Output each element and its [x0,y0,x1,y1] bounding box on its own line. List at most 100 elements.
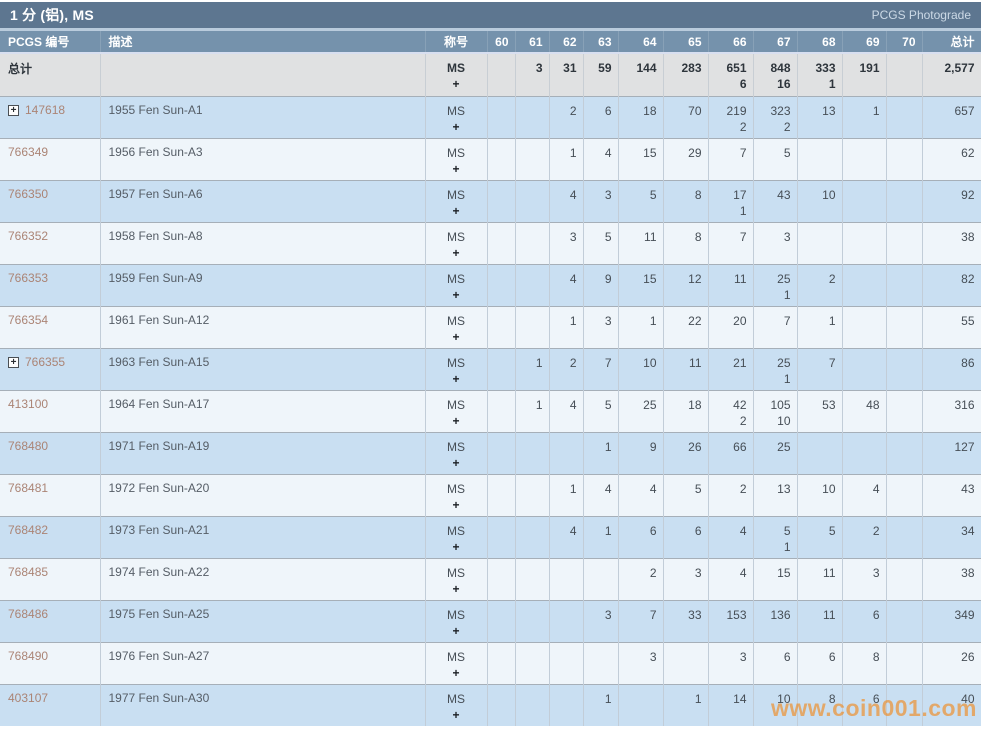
pcgs-number-link[interactable]: 768485 [8,564,49,579]
grade-count-cell: 25 [618,389,664,432]
grade-count-cell: 48 [842,389,887,432]
pcgs-number-cell: +766355 [0,347,101,390]
pcgs-number-link[interactable]: 147618 [25,102,66,117]
row-total-cell: 82 [922,263,981,306]
grade-ms-count: 4 [569,187,577,202]
grade-count-cell: 333 1 [797,52,843,96]
grade-count-cell: 4 [583,473,619,516]
grade-ms-count: 6 [694,523,702,538]
pcgs-number-link[interactable]: 413100 [8,396,49,411]
grade-ms-count [893,355,916,371]
table-header-row: PCGS 编号 描述 称号 60 61 62 63 64 65 66 67 68… [0,31,981,53]
grade-ms-count [494,397,509,413]
grade-plus-count: 2 [739,413,747,428]
grade-plus-count: 10 [777,413,791,428]
grade-count-cell [886,263,923,306]
grade-count-cell: 5 [797,515,843,558]
row-total-value: 55 [961,313,975,328]
pcgs-number-link[interactable]: 403107 [8,690,49,705]
grade-ms-count: 848 [770,61,791,75]
grade-count-cell: 5 [583,221,619,264]
row-total-value: 62 [961,145,975,160]
grade-count-cell: 2 [618,557,664,600]
grade-ms-count: 7 [828,355,836,370]
pcgs-number-link[interactable]: 768482 [8,522,49,537]
pcgs-number-link[interactable]: 766350 [8,186,49,201]
grade-count-cell [842,137,887,180]
designation-cell: MS + [425,305,488,348]
grade-count-cell: 1 [663,683,709,726]
grade-ms-count [522,439,543,455]
pcgs-number-cell: 766349 [0,137,101,180]
grade-ms-count [893,607,916,623]
grade-count-cell: 59 [583,52,619,96]
grade-ms-count: 25 [777,355,791,370]
grade-ms-count: 6 [872,691,880,706]
designation-cell: MS + [425,179,488,222]
designation-cell: MS + [425,95,488,138]
pcgs-number-cell: 768480 [0,431,101,474]
grade-count-cell: 25 [753,431,798,474]
grade-count-cell [549,683,584,726]
table-row: 768485 1974 Fen Sun-A22 MS + 2 3 4 15 11 3 38 [0,557,981,600]
pcgs-number-link[interactable]: 766352 [8,228,49,243]
grade-count-cell: 13 [797,95,843,138]
grade-ms-count: 153 [726,607,747,622]
table-row: 768486 1975 Fen Sun-A25 MS + 3 7 33 153 136 11 6 … [0,599,981,642]
grade-count-cell: 7 [708,221,754,264]
photograde-link[interactable]: PCGS Photograde [871,8,971,22]
col-header-grade-70: 70 [886,31,923,53]
grade-count-cell: 1 [515,389,550,432]
row-total-value: 127 [954,439,975,454]
grade-count-cell [487,305,516,348]
grade-count-cell [515,641,550,684]
pcgs-number-link[interactable]: 768486 [8,606,49,621]
grade-ms-count [670,649,702,665]
grade-count-cell: 1 [549,305,584,348]
grade-ms-count [625,691,657,707]
pcgs-number-link[interactable]: 768480 [8,438,49,453]
pcgs-number-link[interactable]: 768490 [8,648,49,663]
grade-count-cell [487,95,516,138]
grade-ms-count [849,229,880,245]
grade-count-cell: 7 [797,347,843,390]
grade-ms-count [849,145,880,161]
row-total-value: 92 [961,187,975,202]
pcgs-number-link[interactable]: 766353 [8,270,49,285]
grade-ms-count: 22 [688,313,702,328]
grade-count-cell [886,683,923,726]
grade-ms-count: 20 [733,313,747,328]
grade-count-cell: 219 2 [708,95,754,138]
grade-count-cell: 15 [618,263,664,306]
grade-ms-count: 10 [822,187,836,202]
grade-ms-count: 25 [777,439,791,454]
pcgs-number-link[interactable]: 766355 [25,354,66,369]
grade-count-cell: 42 2 [708,389,754,432]
row-total-cell: 26 [922,641,981,684]
grade-count-cell: 3 [753,221,798,264]
grade-count-cell [515,137,550,180]
grade-count-cell [886,52,923,96]
grade-ms-count [590,565,612,581]
col-header-pcgs-number: PCGS 编号 [0,31,101,53]
grade-ms-count: 105 [770,397,791,412]
grade-ms-count [522,313,543,329]
expand-icon[interactable]: + [8,104,19,116]
designation-cell: MS + [425,347,488,390]
designation-cell: MS + [425,389,488,432]
pcgs-number-link[interactable]: 766354 [8,312,49,327]
table-row: 766350 1957 Fen Sun-A6 MS + 4 3 5 8 17 1 43 10 92 [0,179,981,222]
grade-ms-count [494,187,509,203]
expand-icon[interactable]: + [8,356,19,368]
grade-ms-count: 8 [694,229,702,244]
row-total-cell: 316 [922,389,981,432]
grade-ms-count [893,565,916,581]
pcgs-number-link[interactable]: 766349 [8,144,49,159]
pcgs-number-link[interactable]: 768481 [8,480,49,495]
grade-ms-count: 4 [604,145,612,160]
grade-count-cell: 1 [515,347,550,390]
description-cell: 1963 Fen Sun-A15 [100,347,426,390]
grade-ms-count [849,187,880,203]
grade-ms-count: 4 [739,523,747,538]
